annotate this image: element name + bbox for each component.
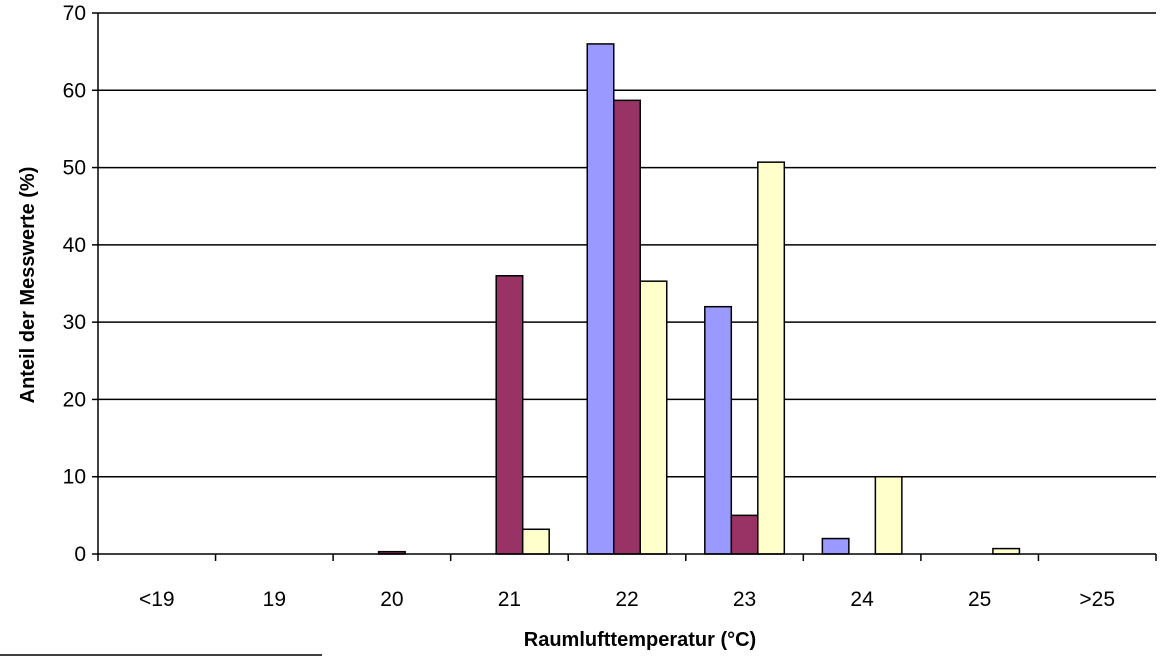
x-axis-title: Raumlufttemperatur (°C) [524,629,756,651]
y-tick-label: 0 [74,543,86,566]
bar [730,514,759,555]
x-tick-label: >25 [1079,588,1115,611]
bar [757,161,786,555]
x-tick-label: 25 [968,588,991,611]
x-tick-label: 21 [498,588,521,611]
x-tick-label: <19 [139,588,175,611]
x-tick-label: 22 [615,588,638,611]
y-tick-label: 10 [63,466,86,489]
bar [992,547,1021,555]
bar [613,99,641,555]
bar [821,537,850,555]
tick-labels: 0 10 20 30 40 50 60 70 <19 19 20 21 22 23 24 25 >25 [63,2,1115,611]
y-tick-label: 60 [63,79,86,102]
y-tick-label: 20 [63,388,86,411]
bar [704,305,733,555]
x-tick-label: 20 [380,588,403,611]
bar [874,475,903,555]
y-tick-label: 50 [63,157,86,180]
x-tick-label: 23 [733,588,756,611]
bar [521,528,550,555]
x-tick-label: 19 [263,588,286,611]
x-tick-label: 24 [850,588,874,611]
bar [495,275,524,555]
bar [586,43,615,555]
axes [92,12,1157,561]
bar [639,280,668,555]
y-tick-label: 40 [63,234,86,257]
y-tick-label: 70 [63,2,86,25]
bars [377,43,1021,555]
y-axis-title: Anteil der Messwerte (%) [17,167,39,404]
y-tick-label: 30 [63,311,86,334]
